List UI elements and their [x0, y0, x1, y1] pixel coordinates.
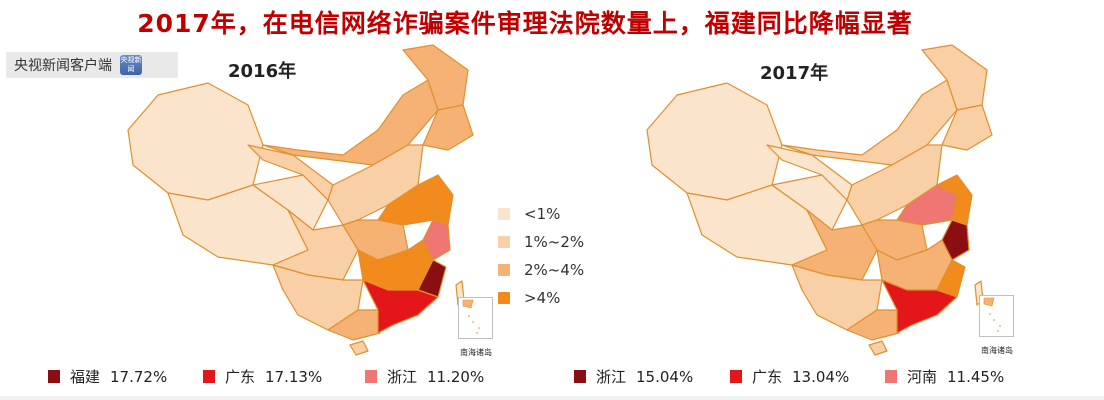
map-2016-inset-label: 南海诸岛	[460, 348, 492, 357]
legend-name: 浙江	[596, 368, 627, 386]
region-hainan	[349, 340, 369, 356]
region-xinjiang	[646, 82, 783, 201]
page-title: 2017年，在电信网络诈骗案件审理法院数量上，福建同比降幅显著	[137, 9, 913, 38]
region-jilin-liaoning	[941, 104, 993, 151]
legend-item: 浙江 11.20%	[365, 366, 484, 387]
scale-label: <1%	[524, 205, 561, 223]
legend-value: 13.04%	[792, 367, 850, 386]
legend-swatch	[730, 370, 742, 383]
source-label: 央视新闻客户端	[14, 58, 112, 74]
map-2016	[127, 44, 474, 356]
region-zhejiang	[941, 219, 970, 261]
scale-label: 2%~4%	[524, 261, 585, 279]
region-qinghai	[252, 174, 329, 231]
legend-swatch	[48, 370, 60, 383]
south-sea-inset-map	[983, 297, 1001, 332]
map-2017	[646, 44, 993, 356]
scale-swatch	[498, 236, 510, 248]
scale-swatch	[498, 208, 510, 220]
legend-swatch	[885, 370, 897, 383]
scale-swatch	[498, 264, 510, 276]
region-zhejiang	[422, 219, 451, 261]
legend-value: 15.04%	[636, 367, 694, 386]
legend-value: 11.45%	[947, 367, 1005, 386]
legend-item: 浙江 15.04%	[574, 366, 730, 387]
scale-legend: <1% 1%~2% 2%~4% >4%	[498, 200, 584, 312]
map-2017-south-sea-inset	[979, 295, 1014, 337]
legend-name: 福建	[70, 368, 101, 386]
scale-label: 1%~2%	[524, 233, 585, 251]
map-2016-year-label: 2016年	[228, 61, 297, 82]
legend-value: 17.72%	[110, 367, 168, 386]
legend-value: 11.20%	[427, 367, 485, 386]
cctv-news-logo-icon: 央视新闻	[120, 55, 142, 75]
region-jilin-liaoning	[422, 104, 474, 151]
scale-legend-item: >4%	[498, 284, 584, 312]
scale-swatch	[498, 292, 510, 304]
map-2016-south-sea-inset	[458, 297, 493, 339]
legend-swatch	[365, 370, 377, 383]
legend-value: 17.13%	[265, 367, 323, 386]
region-guangdong	[362, 279, 439, 334]
legend-swatch	[203, 370, 215, 383]
legend-item: 河南 11.45%	[885, 366, 1004, 387]
map-2017-year-label: 2017年	[760, 63, 829, 84]
south-sea-inset-map	[462, 299, 480, 334]
legend-name: 河南	[907, 368, 938, 386]
legend-item: 福建 17.72%	[48, 366, 203, 387]
legend-name: 广东	[225, 368, 256, 386]
legend-name: 浙江	[387, 368, 418, 386]
scale-label: >4%	[524, 289, 561, 307]
source-badge: 央视新闻客户端 央视新闻	[6, 52, 178, 78]
region-guangdong	[881, 279, 958, 334]
scale-legend-item: 2%~4%	[498, 256, 584, 284]
bottom-divider	[0, 396, 1104, 400]
map-2017-top-provinces-legend: 浙江 15.04% 广东 13.04% 河南 11.45%	[574, 366, 1004, 387]
scale-legend-item: 1%~2%	[498, 228, 584, 256]
map-2017-inset-label: 南海诸岛	[981, 346, 1013, 355]
region-hainan	[868, 340, 888, 356]
legend-swatch	[574, 370, 586, 383]
legend-item: 广东 17.13%	[203, 366, 365, 387]
region-qinghai	[771, 174, 848, 231]
legend-item: 广东 13.04%	[730, 366, 885, 387]
legend-name: 广东	[752, 368, 783, 386]
map-2016-top-provinces-legend: 福建 17.72% 广东 17.13% 浙江 11.20%	[48, 366, 484, 387]
region-xinjiang	[127, 82, 264, 201]
scale-legend-item: <1%	[498, 200, 584, 228]
